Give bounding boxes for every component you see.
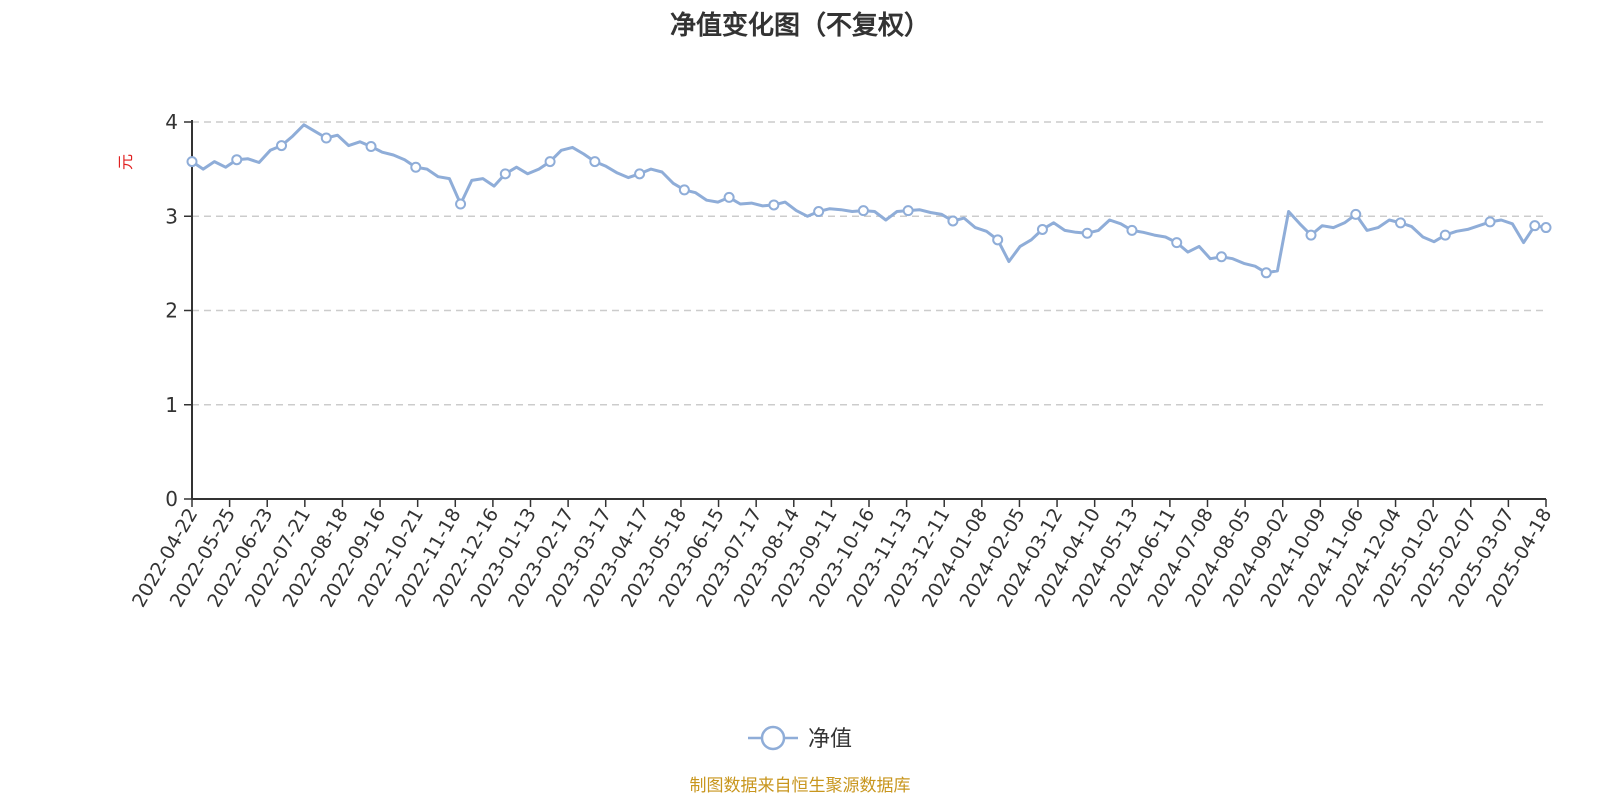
data-point[interactable]	[1081, 227, 1093, 239]
data-point[interactable]	[992, 234, 1004, 246]
data-point[interactable]	[723, 191, 735, 203]
data-point[interactable]	[1215, 251, 1227, 263]
data-point[interactable]	[276, 140, 288, 152]
legend[interactable]: 净值	[748, 725, 852, 752]
data-point[interactable]	[1350, 208, 1362, 220]
data-point[interactable]	[544, 156, 556, 168]
y-tick-label: 0	[165, 487, 178, 511]
data-point[interactable]	[455, 198, 467, 210]
y-axis-label: 元	[116, 154, 135, 170]
data-point[interactable]	[813, 206, 825, 218]
data-point[interactable]	[678, 184, 690, 196]
data-point[interactable]	[857, 205, 869, 217]
series-line-nav	[191, 123, 1547, 275]
legend-circle-icon	[760, 725, 786, 751]
data-point[interactable]	[1540, 222, 1552, 234]
data-point[interactable]	[410, 161, 422, 173]
data-point[interactable]	[768, 199, 780, 211]
data-point[interactable]	[1529, 220, 1541, 232]
series-markers	[186, 132, 1552, 279]
data-point[interactable]	[1171, 237, 1183, 249]
data-point[interactable]	[1484, 216, 1496, 228]
data-point[interactable]	[1126, 224, 1138, 236]
y-tick-label: 2	[165, 299, 178, 323]
y-tick-label: 1	[165, 393, 178, 417]
grid-lines	[192, 121, 1546, 406]
data-point[interactable]	[1439, 229, 1451, 241]
data-point[interactable]	[902, 205, 914, 217]
chart-title: 净值变化图（不复权）	[670, 10, 930, 41]
data-point[interactable]	[186, 156, 198, 168]
data-point[interactable]	[1260, 267, 1272, 279]
data-point[interactable]	[947, 215, 959, 227]
data-point[interactable]	[1036, 223, 1048, 235]
data-point[interactable]	[231, 154, 243, 166]
y-tick-label: 4	[165, 110, 178, 134]
data-point[interactable]	[589, 156, 601, 168]
axes	[191, 120, 1546, 500]
legend-label: 净值	[808, 727, 852, 752]
data-point[interactable]	[634, 168, 646, 180]
data-point[interactable]	[1305, 229, 1317, 241]
y-axis-ticks: 0 1 2 3 4	[165, 110, 192, 511]
source-note: 制图数据来自恒生聚源数据库	[690, 776, 911, 796]
y-tick-label: 3	[165, 204, 178, 228]
data-point[interactable]	[320, 132, 332, 144]
data-point[interactable]	[1395, 217, 1407, 229]
data-point[interactable]	[499, 168, 511, 180]
data-point[interactable]	[365, 141, 377, 153]
x-axis-ticks: 2022-04-222022-05-252022-06-232022-07-21…	[128, 499, 1556, 611]
